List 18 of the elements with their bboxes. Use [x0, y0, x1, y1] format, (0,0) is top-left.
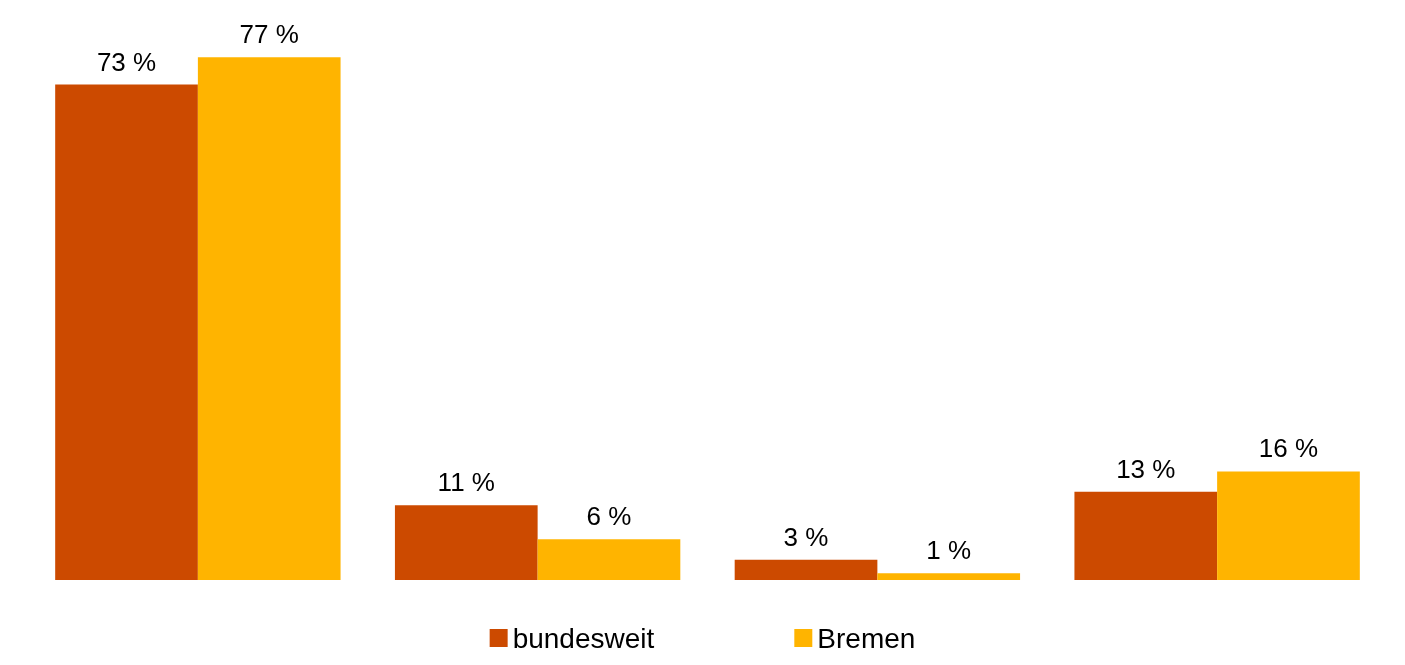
legend-label: Bremen: [817, 622, 916, 654]
data-label: 16 %: [1258, 433, 1319, 464]
legend-label: bundesweit: [512, 622, 655, 654]
data-label: 3 %: [783, 521, 829, 552]
bar: [1217, 471, 1360, 580]
bar: [197, 57, 341, 580]
bar: [1074, 491, 1218, 580]
bar: [394, 505, 538, 580]
data-label: 77 %: [239, 19, 299, 50]
data-label: 6 %: [586, 501, 632, 532]
bar: [537, 539, 681, 580]
bar: [877, 573, 1021, 580]
bar: [734, 559, 878, 580]
bar: [55, 84, 198, 580]
data-label: 11 %: [437, 467, 495, 498]
data-label: 73 %: [96, 46, 157, 77]
data-label: 1 %: [926, 535, 972, 566]
data-label: 13 %: [1116, 453, 1176, 484]
